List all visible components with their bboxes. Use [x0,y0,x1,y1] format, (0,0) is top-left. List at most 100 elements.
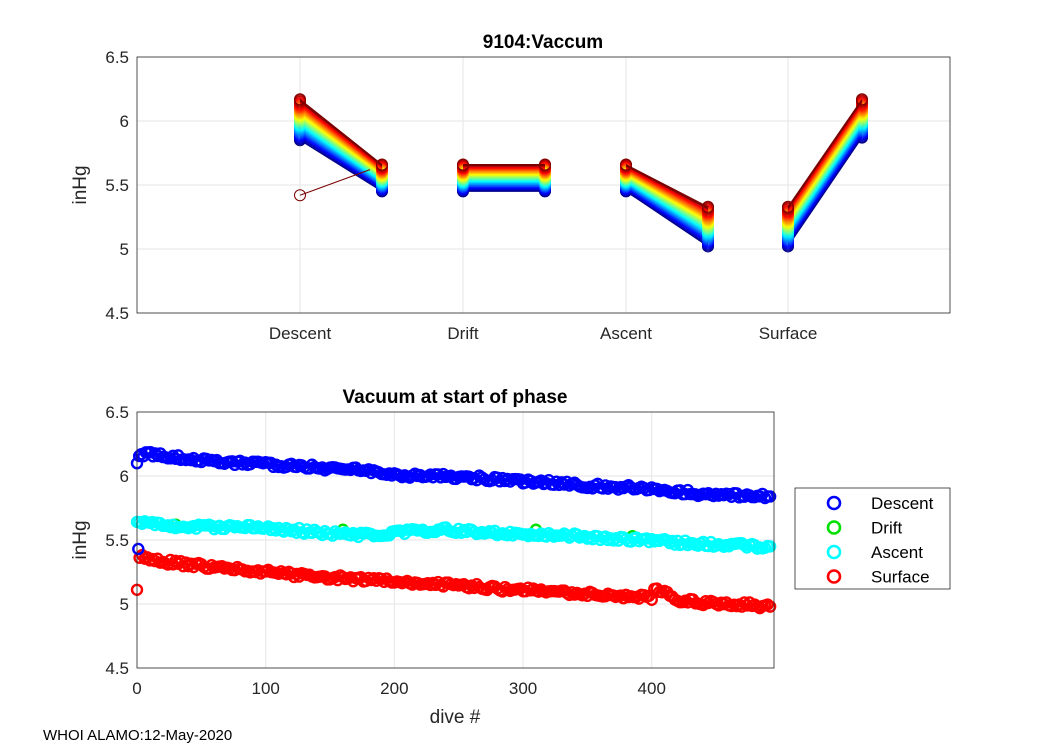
bottom-x-axis-label: dive # [430,707,481,728]
phase-segment [625,188,709,243]
phase-segment [625,166,709,211]
phase-segment [625,165,709,210]
phase-start-marker [294,93,306,106]
phase-segment [299,114,383,176]
legend-item-surface: Surface [826,568,930,587]
phase-segment [787,116,863,226]
phase-segment [299,116,383,177]
phase-segment [299,111,383,174]
phase-segment [787,104,863,214]
phase-segment [299,134,383,189]
phase-segment [625,177,709,227]
phase-segment [299,135,383,190]
phase-segment [787,114,863,224]
phase-end-marker [539,158,551,171]
phase-segment [787,128,863,238]
phase-segment [299,130,383,186]
phase-segment [625,169,709,216]
phase-segment [625,190,709,246]
phase-segment [299,115,383,176]
phase-segment [299,131,383,187]
legend-item-ascent: Ascent [826,543,923,562]
phase-segment [625,177,709,228]
top-data-lines [294,93,868,253]
phase-segment [787,130,863,240]
top-y-tick-label: 5.5 [105,176,129,195]
phase-segment [299,137,383,191]
phase-segment [625,170,709,217]
legend-label: Surface [871,568,930,587]
phase-segment [787,115,863,225]
phase-segment [787,129,863,239]
phase-segment [299,122,383,181]
phase-segment [787,123,863,233]
legend-item-drift: Drift [826,519,902,538]
phase-segment [625,186,709,240]
data-point [146,515,159,529]
phase-segment [787,124,863,234]
top-y-tick-label: 6 [120,112,129,131]
data-point [763,490,777,503]
phase-segment [299,112,383,174]
legend-label: Ascent [871,543,923,562]
bottom-y-tick-label: 6 [120,467,129,486]
phase-segment [787,135,863,245]
phase-segment [625,179,709,230]
phase-segment [787,119,863,229]
phase-segment [625,179,709,231]
phase-segment [625,172,709,220]
outlier-segment [299,169,371,196]
phase-segment [625,173,709,221]
phase-segment [787,134,863,244]
phase-segment [299,107,383,171]
phase-segment [625,178,709,229]
phase-segment [787,118,863,228]
phase-segment [787,120,863,230]
phase-segment [787,108,863,218]
phase-segment [299,105,383,170]
phase-segment [787,132,863,242]
top-y-tick-label: 5 [120,240,129,259]
phase-segment [625,175,709,225]
phase-segment [299,109,383,172]
legend-item-descent: Descent [826,494,934,513]
bottom-x-tick-label: 400 [638,679,666,698]
phase-segment [625,175,709,224]
phase-segment [625,164,709,208]
top-x-tick-label: Drift [447,324,478,343]
phase-segment [787,121,863,231]
bottom-x-tick-label: 200 [380,679,408,698]
data-point [367,571,380,585]
series-descent-outlier [132,542,145,556]
phase-segment [625,166,709,212]
legend-label: Descent [871,494,934,513]
phase-segment [787,105,863,215]
top-chart: 4.5 5 5.5 6 6.5 Descent Drift Ascent Surface 91… [70,32,951,343]
phase-segment [787,137,863,247]
phase-segment [787,106,863,216]
legend-box [794,487,951,590]
phase-segment [625,167,709,213]
phase-segment [299,136,383,190]
phase-segment [787,109,863,219]
phase-segment [787,112,863,222]
top-y-axis-label: inHg [70,165,91,204]
phase-segment [787,133,863,243]
bottom-y-axis-label: inHg [70,520,91,559]
phase-segment [299,101,383,167]
footer-credit: WHOI ALAMO:12-May-2020 [43,727,233,744]
data-point [763,600,777,613]
phase-segment [299,113,383,175]
phase-segment [299,138,383,192]
phase-segment [299,129,383,185]
phase-segment [299,118,383,179]
phase-segment [787,102,863,212]
phase-end-marker [856,93,868,106]
phase-segment [787,99,863,209]
phase-segment [787,98,863,208]
phase-segment [625,176,709,226]
phase-segment [787,103,863,213]
top-plot-frame [136,56,951,314]
phase-segment [625,173,709,222]
